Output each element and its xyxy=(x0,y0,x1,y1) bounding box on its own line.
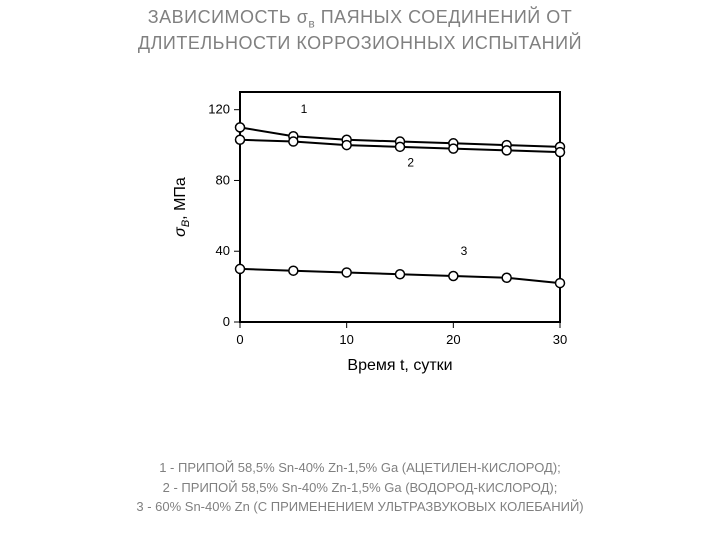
plot-frame xyxy=(240,92,560,322)
title-line1b: ПАЯНЫХ СОЕДИНЕНИЙ ОТ xyxy=(315,7,572,27)
series-marker-3 xyxy=(502,273,511,282)
xtick-label: 0 xyxy=(236,332,243,347)
page-title: ЗАВИСИМОСТЬ σв ПАЯНЫХ СОЕДИНЕНИЙ ОТ ДЛИТ… xyxy=(0,0,720,54)
ytick-label: 0 xyxy=(223,314,230,329)
y-axis-label: σВ, МПа xyxy=(172,177,192,237)
series-marker-1 xyxy=(236,123,245,132)
series-marker-3 xyxy=(236,265,245,274)
series-marker-2 xyxy=(289,137,298,146)
legend-block: 1 - ПРИПОЙ 58,5% Sn-40% Zn-1,5% Ga (АЦЕТ… xyxy=(0,458,720,517)
series-marker-3 xyxy=(289,266,298,275)
series-marker-2 xyxy=(236,135,245,144)
series-label-3: 3 xyxy=(461,244,468,258)
xtick-label: 20 xyxy=(446,332,460,347)
chart-svg: 0 40 80 120 0 10 20 30 σВ, МПа Время t, сутки 1 2 3 xyxy=(140,72,580,392)
ytick-label: 120 xyxy=(208,102,230,117)
series-marker-3 xyxy=(396,270,405,279)
title-line2: ДЛИТЕЛЬНОСТИ КОРРОЗИОННЫХ ИСПЫТАНИЙ xyxy=(138,33,582,53)
series-label-1: 1 xyxy=(301,102,308,116)
series-marker-2 xyxy=(449,144,458,153)
xtick-label: 30 xyxy=(553,332,567,347)
title-line1a: ЗАВИСИМОСТЬ σ xyxy=(148,7,309,27)
series-marker-2 xyxy=(342,141,351,150)
series-marker-2 xyxy=(396,142,405,151)
series-marker-2 xyxy=(556,148,565,157)
chart-container: 0 40 80 120 0 10 20 30 σВ, МПа Время t, сутки 1 2 3 xyxy=(0,72,720,392)
xtick-label: 10 xyxy=(339,332,353,347)
x-axis-label: Время t, сутки xyxy=(347,357,452,374)
ytick-label: 40 xyxy=(216,243,230,258)
ytick-label: 80 xyxy=(216,173,230,188)
series-label-2: 2 xyxy=(407,155,414,169)
legend-line-2: 2 - ПРИПОЙ 58,5% Sn-40% Zn-1,5% Ga (ВОДО… xyxy=(0,478,720,498)
legend-line-1: 1 - ПРИПОЙ 58,5% Sn-40% Zn-1,5% Ga (АЦЕТ… xyxy=(0,458,720,478)
series-marker-3 xyxy=(449,272,458,281)
series-marker-3 xyxy=(556,279,565,288)
legend-line-3: 3 - 60% Sn-40% Zn (С ПРИМЕНЕНИЕМ УЛЬТРАЗ… xyxy=(0,497,720,517)
series-marker-3 xyxy=(342,268,351,277)
series-marker-2 xyxy=(502,146,511,155)
